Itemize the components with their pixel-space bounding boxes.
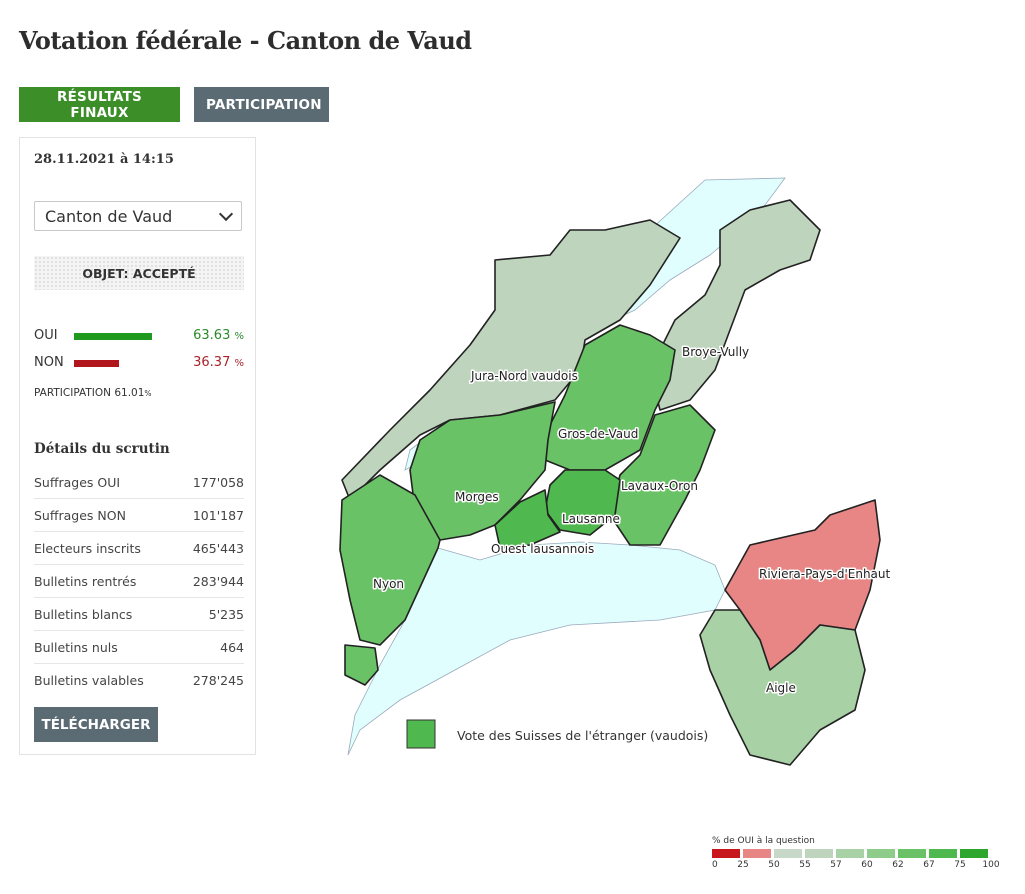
legend-swatch bbox=[836, 849, 864, 858]
status-badge: OBJET: ACCEPTÉ bbox=[34, 256, 244, 290]
legend-tick-label: 0 bbox=[712, 860, 718, 870]
label-jura-nord-vaudois: Jura-Nord vaudois bbox=[470, 369, 578, 383]
legend-swatch bbox=[867, 849, 895, 858]
legend-tick-label: 100 bbox=[982, 860, 1000, 870]
view-tabs: RÉSULTATS FINAUX PARTICIPATION bbox=[19, 87, 329, 122]
legend-tick-label: 60 bbox=[861, 860, 873, 870]
label-morges: Morges bbox=[455, 490, 499, 504]
chevron-down-icon bbox=[218, 206, 234, 222]
legend-tick-label: 25 bbox=[737, 860, 749, 870]
no-label: NON bbox=[34, 355, 64, 370]
label-aigle: Aigle bbox=[766, 681, 796, 695]
label-lausanne: Lausanne bbox=[562, 512, 620, 526]
table-row: Suffrages OUI 177'058 bbox=[34, 466, 244, 499]
region-select-value: Canton de Vaud bbox=[45, 206, 173, 226]
label-ouest-lausannois: Ouest lausannois bbox=[491, 542, 594, 556]
yes-bar bbox=[74, 333, 152, 340]
abroad-map-marker[interactable] bbox=[406, 719, 436, 749]
no-percent: 36.37 % bbox=[193, 355, 244, 370]
district-nyon-enclave[interactable] bbox=[344, 644, 379, 686]
legend-swatch bbox=[929, 849, 957, 858]
no-row: NON 36.37 % bbox=[34, 355, 244, 373]
region-select[interactable]: Canton de Vaud bbox=[34, 201, 242, 231]
label-broye-vully: Broye-Vully bbox=[682, 345, 749, 359]
result-datetime: 28.11.2021 à 14:15 bbox=[34, 152, 174, 167]
legend-tick-label: 62 bbox=[892, 860, 904, 870]
legend-swatch bbox=[774, 849, 802, 858]
yes-row: OUI 63.63 % bbox=[34, 328, 244, 346]
abroad-vote-label: Vote des Suisses de l'étranger (vaudois) bbox=[457, 728, 709, 743]
legend-tick-label: 75 bbox=[954, 860, 966, 870]
legend-swatch bbox=[743, 849, 771, 858]
participation-line: PARTICIPATION 61.01% bbox=[34, 387, 152, 399]
results-panel: 28.11.2021 à 14:15 Canton de Vaud OBJET:… bbox=[19, 137, 256, 755]
district-jura-nord-vaudois[interactable] bbox=[341, 219, 681, 501]
district-broye-vully[interactable] bbox=[649, 199, 821, 411]
tab-participation[interactable]: PARTICIPATION bbox=[194, 87, 329, 122]
table-row: Bulletins valables 278'245 bbox=[34, 672, 244, 688]
legend-tick-label: 55 bbox=[799, 860, 811, 870]
table-row: Electeurs inscrits 465'443 bbox=[34, 532, 244, 565]
details-table: Suffrages OUI 177'058 Suffrages NON 101'18… bbox=[34, 466, 244, 696]
lake-geneva bbox=[347, 541, 726, 756]
district-labels: Jura-Nord vaudois Broye-Vully Gros-de-Va… bbox=[372, 344, 893, 697]
legend-swatch bbox=[712, 849, 740, 858]
legend-swatch bbox=[960, 849, 988, 858]
map-svg: Jura-Nord vaudois Broye-Vully Gros-de-Va… bbox=[339, 177, 893, 766]
yes-percent: 63.63 % bbox=[193, 328, 244, 343]
district-lausanne[interactable] bbox=[544, 469, 621, 536]
district-nyon[interactable] bbox=[339, 474, 441, 646]
label-gros-de-vaud: Gros-de-Vaud bbox=[558, 427, 638, 441]
label-nyon: Nyon bbox=[373, 577, 404, 591]
legend-swatches bbox=[712, 849, 1002, 858]
no-bar bbox=[74, 360, 119, 367]
table-row: Suffrages NON 101'187 bbox=[34, 499, 244, 532]
legend-ticks: 0 25 50 55 57 60 62 67 75 100 bbox=[712, 858, 1002, 870]
district-aigle[interactable] bbox=[699, 609, 866, 766]
legend-tick-label: 67 bbox=[923, 860, 935, 870]
label-riviera-pays-d-enhaut: Riviera-Pays-d'Enhaut bbox=[759, 567, 891, 581]
label-lavaux-oron: Lavaux-Oron bbox=[621, 479, 698, 493]
table-row: Bulletins nuls 464 bbox=[34, 631, 244, 664]
legend-tick-label: 57 bbox=[830, 860, 842, 870]
legend-swatch bbox=[805, 849, 833, 858]
details-title: Détails du scrutin bbox=[34, 441, 170, 457]
legend-tick-label: 50 bbox=[768, 860, 780, 870]
table-row: Bulletins blancs 5'235 bbox=[34, 598, 244, 631]
map-legend: % de OUI à la question 0 25 50 55 57 60 62 67 75… bbox=[712, 836, 1002, 870]
tab-final-results[interactable]: RÉSULTATS FINAUX bbox=[19, 87, 180, 122]
yes-label: OUI bbox=[34, 328, 58, 343]
table-row: Bulletins rentrés 283'944 bbox=[34, 565, 244, 598]
district-ouest-lausannois[interactable] bbox=[494, 489, 561, 549]
legend-swatch bbox=[898, 849, 926, 858]
districts bbox=[339, 199, 881, 766]
page-title: Votation fédérale - Canton de Vaud bbox=[19, 26, 472, 55]
legend-title: % de OUI à la question bbox=[712, 836, 815, 846]
download-button[interactable]: TÉLÉCHARGER bbox=[34, 707, 158, 742]
canton-map: Jura-Nord vaudois Broye-Vully Gros-de-Va… bbox=[320, 170, 910, 780]
